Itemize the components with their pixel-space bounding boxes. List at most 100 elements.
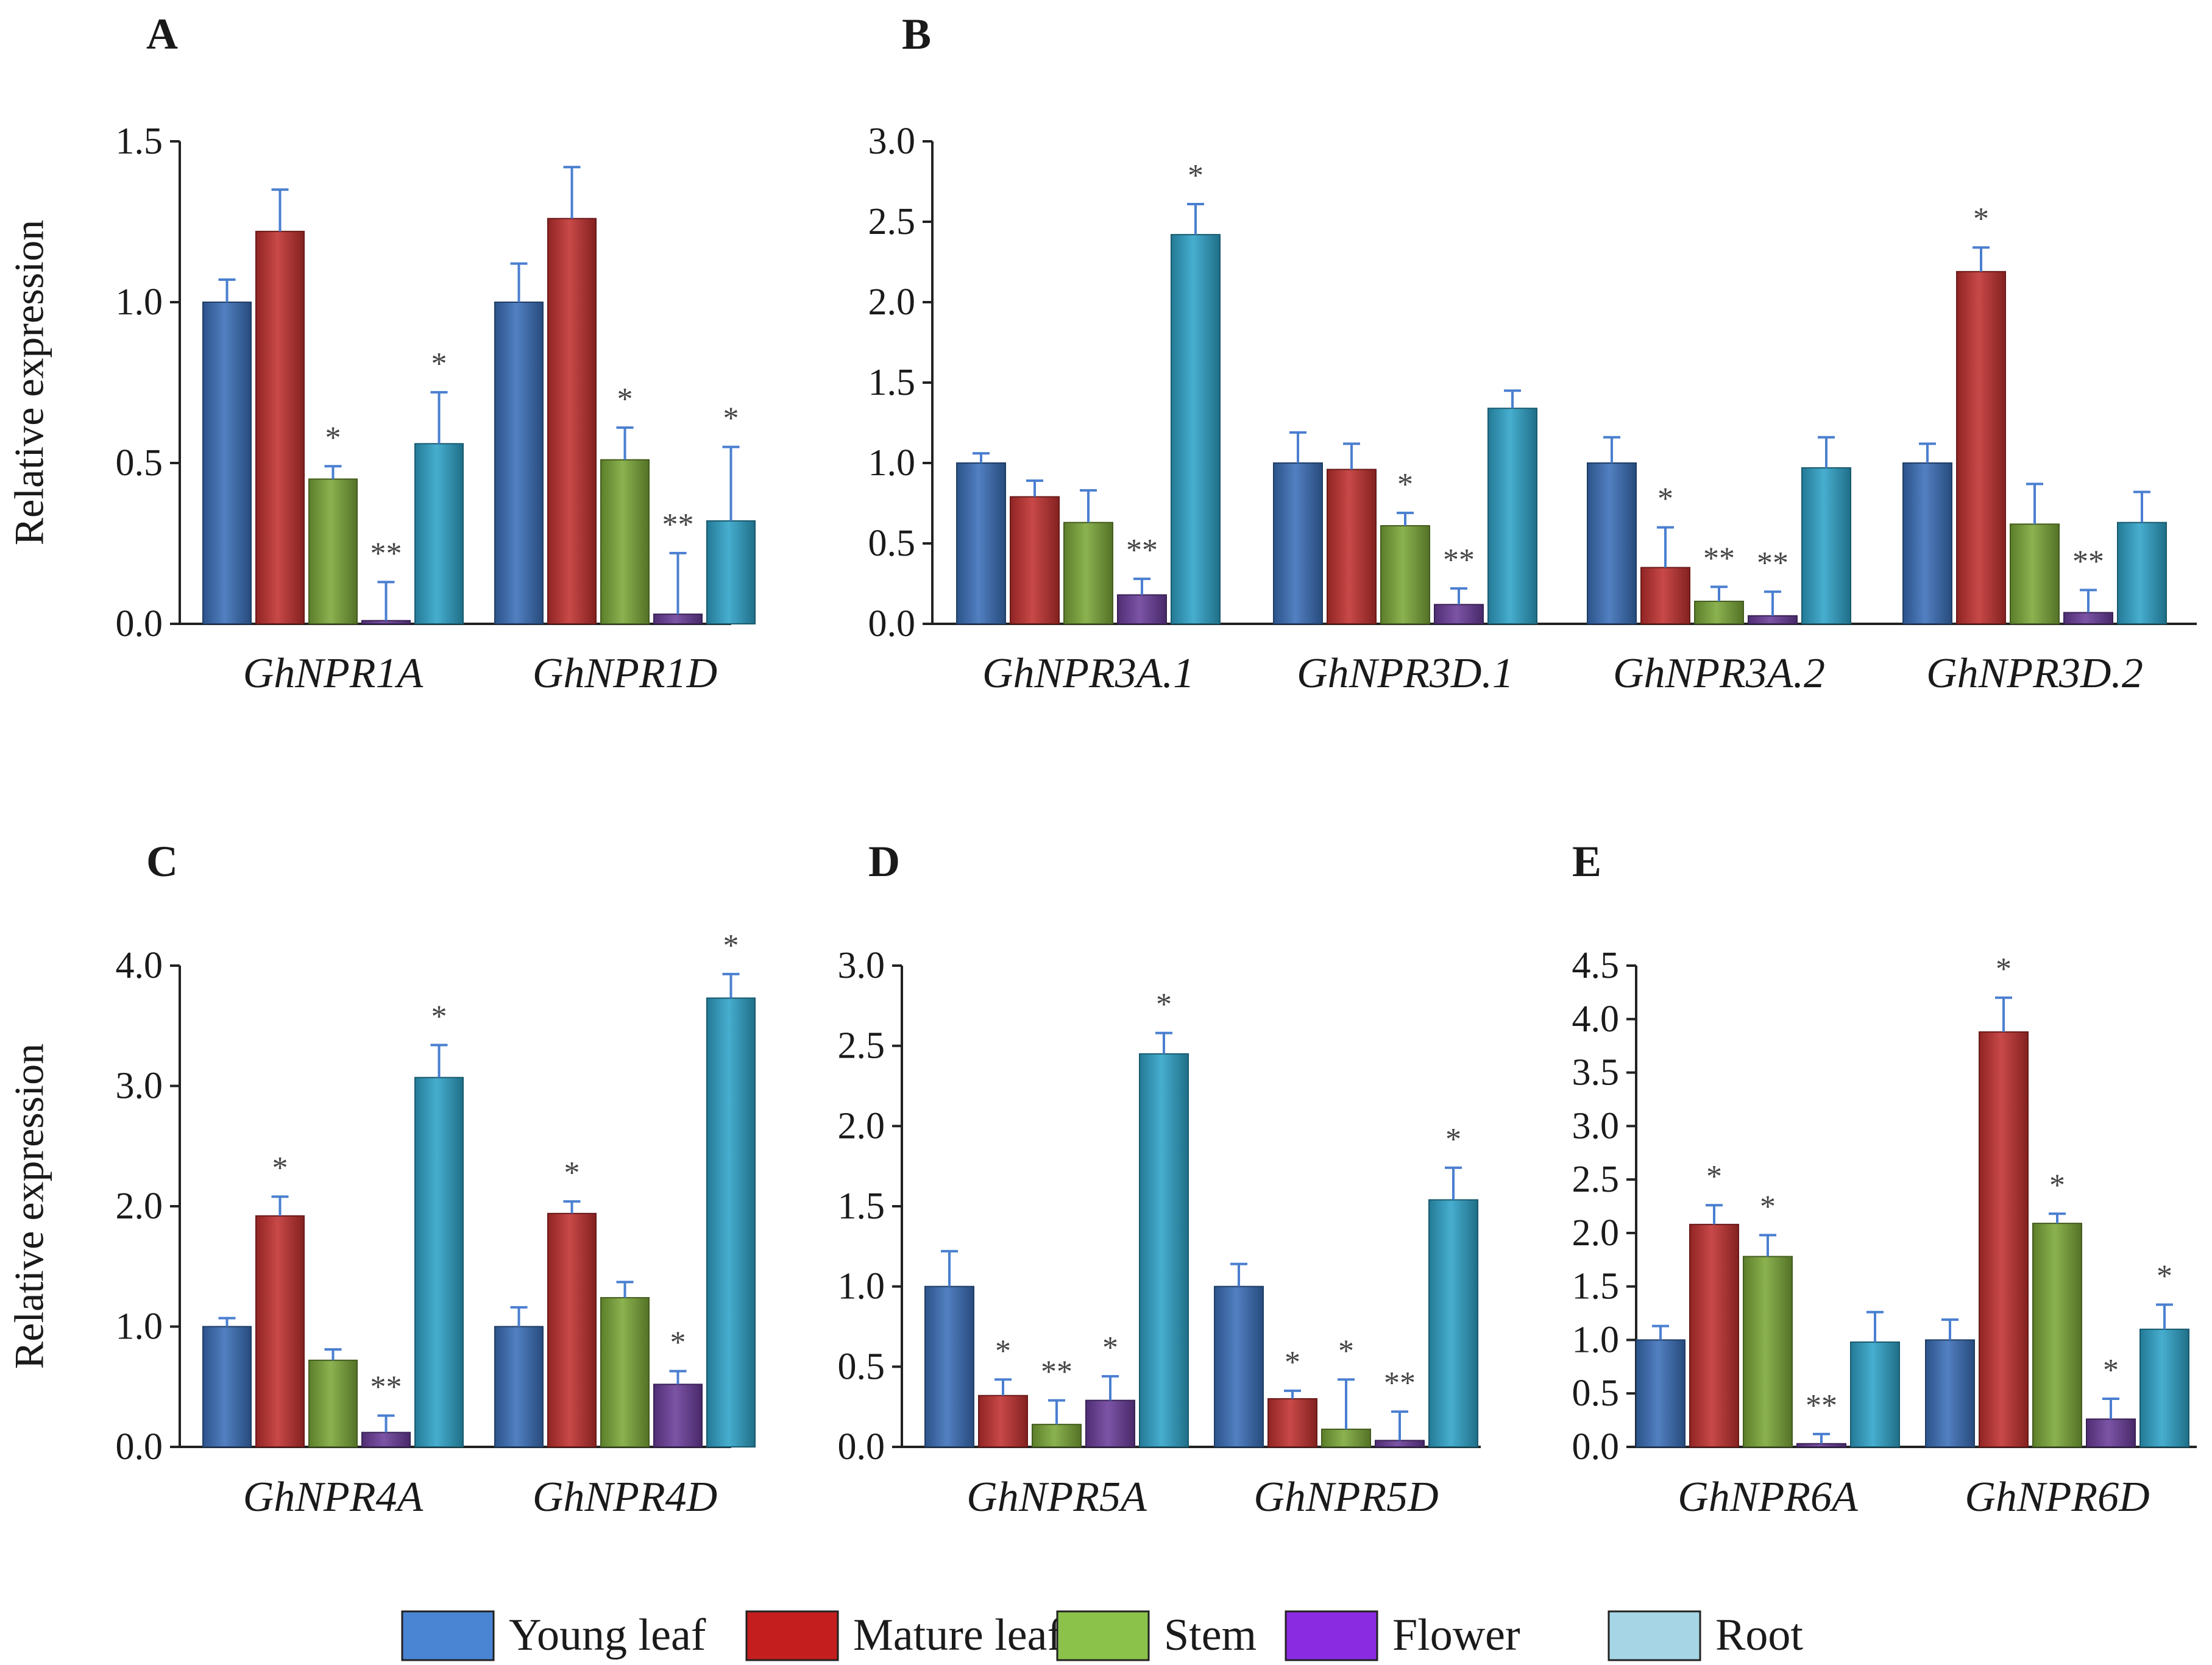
significance-mark: * <box>325 420 341 455</box>
significance-mark: * <box>995 1334 1011 1368</box>
significance-mark: * <box>2157 1259 2172 1294</box>
significance-mark: * <box>723 401 739 436</box>
y-tick-label: 1.0 <box>868 442 916 484</box>
y-tick-label: 2.0 <box>116 1186 163 1227</box>
bar-stem <box>1321 1429 1371 1448</box>
bar-young-leaf <box>1925 1339 1975 1448</box>
category-label: GhNPR4D <box>533 1474 717 1521</box>
bar-young-leaf <box>202 1326 252 1448</box>
bar-stem <box>1694 601 1744 624</box>
significance-mark: ** <box>1443 543 1475 578</box>
bar-root <box>706 997 756 1448</box>
panel-letter: D <box>868 837 900 886</box>
y-tick-label: 0.0 <box>116 1426 163 1468</box>
panel-letter: E <box>1572 837 1601 886</box>
bar-flower <box>1117 594 1167 624</box>
y-tick-label: 1.0 <box>116 1306 163 1348</box>
bar-flower <box>1085 1399 1135 1448</box>
significance-mark: ** <box>2072 545 2104 579</box>
y-tick-label: 0.0 <box>838 1426 885 1468</box>
panel-D: D0.00.51.01.52.02.53.0*****GhNPR5A* ****G… <box>838 837 1481 1521</box>
significance-mark: * <box>1657 482 1673 517</box>
bar-mature-leaf <box>1640 567 1690 624</box>
y-tick-label: 2.0 <box>1572 1212 1620 1254</box>
significance-mark: * <box>1706 1159 1722 1194</box>
significance-mark: ** <box>1041 1355 1072 1390</box>
significance-mark: ** <box>662 507 694 542</box>
bar-stem <box>1743 1256 1793 1448</box>
significance-mark: * <box>617 382 633 417</box>
bar-flower <box>1748 615 1798 624</box>
significance-mark: * <box>564 1156 580 1190</box>
significance-mark: ** <box>1126 533 1158 568</box>
bar-root <box>1428 1199 1478 1448</box>
y-tick-label: 0.0 <box>868 603 916 645</box>
bar-root <box>414 1076 464 1448</box>
category-label: GhNPR5D <box>1253 1474 1438 1521</box>
category-label: GhNPR3D.2 <box>1926 650 2143 697</box>
bar-flower <box>1434 604 1484 625</box>
y-tick-label: 1.0 <box>838 1266 885 1307</box>
bar-flower <box>361 620 411 624</box>
legend-swatch <box>401 1610 495 1661</box>
bar-stem <box>1063 521 1113 624</box>
bar-young-leaf <box>1214 1285 1264 1448</box>
bar-flower <box>2063 612 2113 625</box>
significance-mark: * <box>1760 1189 1776 1224</box>
bar-mature-leaf <box>1327 468 1377 624</box>
bar-flower <box>361 1432 411 1448</box>
y-tick-label: 2.0 <box>838 1105 885 1147</box>
category-label: GhNPR6D <box>1965 1474 2149 1521</box>
category-label: GhNPR4A <box>243 1474 424 1521</box>
significance-mark: * <box>2103 1353 2119 1388</box>
bar-flower <box>1375 1440 1425 1448</box>
y-tick-label: 1.5 <box>1572 1266 1620 1307</box>
y-tick-label: 2.5 <box>868 201 916 242</box>
bar-mature-leaf <box>1979 1031 2029 1448</box>
significance-mark: * <box>1445 1122 1461 1157</box>
significance-mark: * <box>1973 202 1989 236</box>
y-tick-label: 2.5 <box>838 1025 885 1067</box>
bar-root <box>1171 234 1221 624</box>
legend-label: Stem <box>1164 1610 1257 1660</box>
legend-swatch <box>745 1610 839 1661</box>
bar-young-leaf <box>1273 462 1323 624</box>
bar-young-leaf <box>1636 1339 1686 1448</box>
bar-root <box>414 443 464 624</box>
y-tick-label: 3.0 <box>838 945 885 986</box>
bar-mature-leaf <box>255 230 305 624</box>
bar-young-leaf <box>202 302 252 624</box>
significance-mark: * <box>272 1151 288 1186</box>
significance-mark: ** <box>1703 541 1735 576</box>
bar-root <box>706 520 756 624</box>
category-label: GhNPR1D <box>533 650 717 697</box>
bar-mature-leaf <box>547 1212 597 1448</box>
panel-letter: A <box>146 10 178 58</box>
bar-mature-leaf <box>1689 1223 1739 1448</box>
significance-mark: * <box>1338 1334 1354 1368</box>
category-label: GhNPR3A.1 <box>982 650 1194 697</box>
significance-mark: * <box>1188 158 1203 193</box>
bar-stem <box>1032 1424 1082 1448</box>
category-label: GhNPR1A <box>243 650 424 697</box>
y-tick-label: 3.0 <box>1572 1105 1620 1147</box>
bar-mature-leaf <box>255 1215 305 1448</box>
bar-stem <box>2032 1223 2082 1448</box>
category-label: GhNPR6A <box>1678 1474 1858 1521</box>
y-tick-label: 3.0 <box>116 1066 163 1107</box>
significance-mark: * <box>723 928 739 963</box>
legend-swatch <box>1285 1610 1378 1661</box>
y-tick-label: 0.5 <box>838 1346 885 1387</box>
significance-mark: ** <box>370 536 402 571</box>
bar-root <box>2139 1328 2189 1448</box>
bar-mature-leaf <box>547 217 597 625</box>
bar-stem <box>600 459 650 624</box>
bar-stem <box>2010 523 2060 624</box>
bar-stem <box>308 478 358 625</box>
y-tick-label: 4.5 <box>1572 945 1620 986</box>
legend-swatch <box>1056 1610 1150 1661</box>
bar-flower <box>653 1384 703 1448</box>
bar-young-leaf <box>494 302 544 624</box>
y-tick-label: 0.5 <box>116 442 163 484</box>
